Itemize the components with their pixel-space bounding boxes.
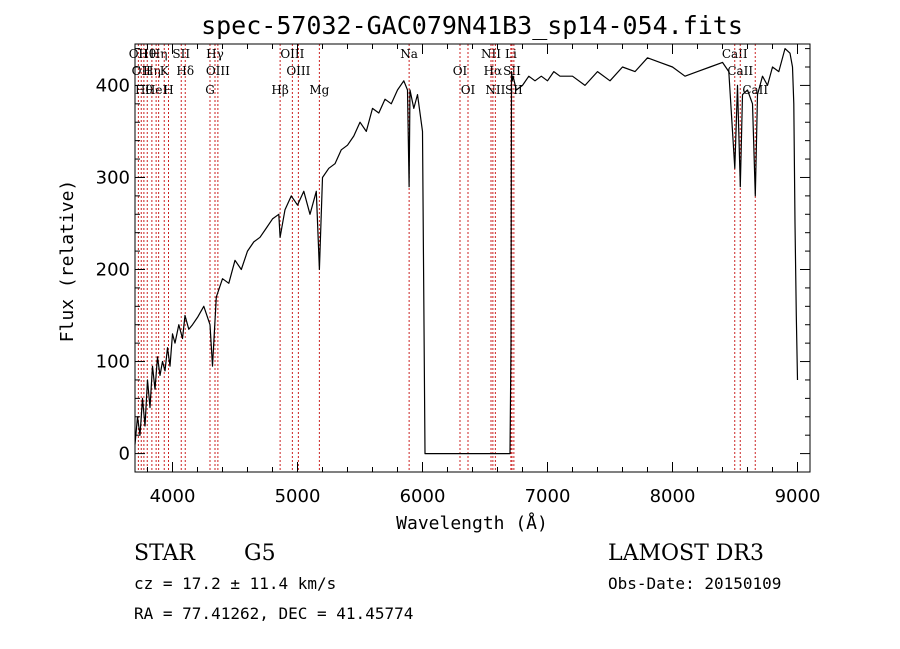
reference-line-label: Hη [150,47,168,61]
x-tick-label: 6000 [400,486,446,507]
reference-line-label: G [205,83,215,97]
y-tick-label: 0 [119,444,130,465]
object-subclass: G5 [244,541,276,566]
reference-line-label: CaII [722,47,748,61]
observation-date: Obs-Date: 20150109 [608,574,781,593]
reference-line-label: K [160,64,170,78]
reference-line-label: NII [485,83,505,97]
y-tick-label: 200 [96,260,130,281]
reference-line-label: Hθ [135,83,153,97]
reference-line-label: NII [481,47,501,61]
redshift-velocity: cz = 17.2 ± 11.4 km/s [134,574,336,593]
y-tick-label: 400 [96,75,130,96]
reference-line-label: Mg [309,83,329,97]
reference-line-label: HeI [145,83,168,97]
y-tick-label: 100 [96,352,130,373]
chart-title: spec-57032-GAC079N41B3_sp14-054.fits [201,11,743,40]
plot-area: OIIOIIHθHθHηHeIHηKHSIIHδGHγOIIIHβOIIIOII… [96,43,821,507]
reference-line-label: CaII [727,64,753,78]
x-tick-label: 9000 [775,486,821,507]
spectrum-line [134,47,799,455]
survey-name: LAMOST DR3 [608,541,764,566]
plot-frame [134,43,811,473]
reference-line-label: Hγ [206,47,224,61]
reference-line-label: Hβ [271,83,288,97]
coordinates: RA = 77.41262, DEC = 41.45774 [134,604,413,623]
x-tick-label: 7000 [525,486,571,507]
reference-line-label: Na [400,47,418,61]
x-tick-label: 5000 [275,486,321,507]
reference-line-label: Hα [484,64,503,78]
x-tick-label: 4000 [150,486,196,507]
reference-line-label: OIII [280,47,304,61]
x-axis-label: Wavelength (Å) [396,512,548,534]
y-tick-label: 300 [96,167,130,188]
reference-line-label: Hη [143,64,161,78]
x-tick-label: 8000 [650,486,696,507]
object-type: STAR [134,541,196,566]
reference-line-label: H [163,83,173,97]
reference-line-label: Li [505,47,517,61]
reference-line-label: OI [461,83,476,97]
reference-line-label: OIII [286,64,310,78]
reference-line-label: CaII [742,83,768,97]
reference-line-label: SII [503,64,521,78]
reference-line-label: SII [172,47,190,61]
reference-line-label: Hδ [176,64,194,78]
reference-line-label: OI [453,64,468,78]
reference-line-label: OIII [206,64,230,78]
y-axis-label: Flux (relative) [57,180,78,343]
reference-line-label: SII [505,83,523,97]
